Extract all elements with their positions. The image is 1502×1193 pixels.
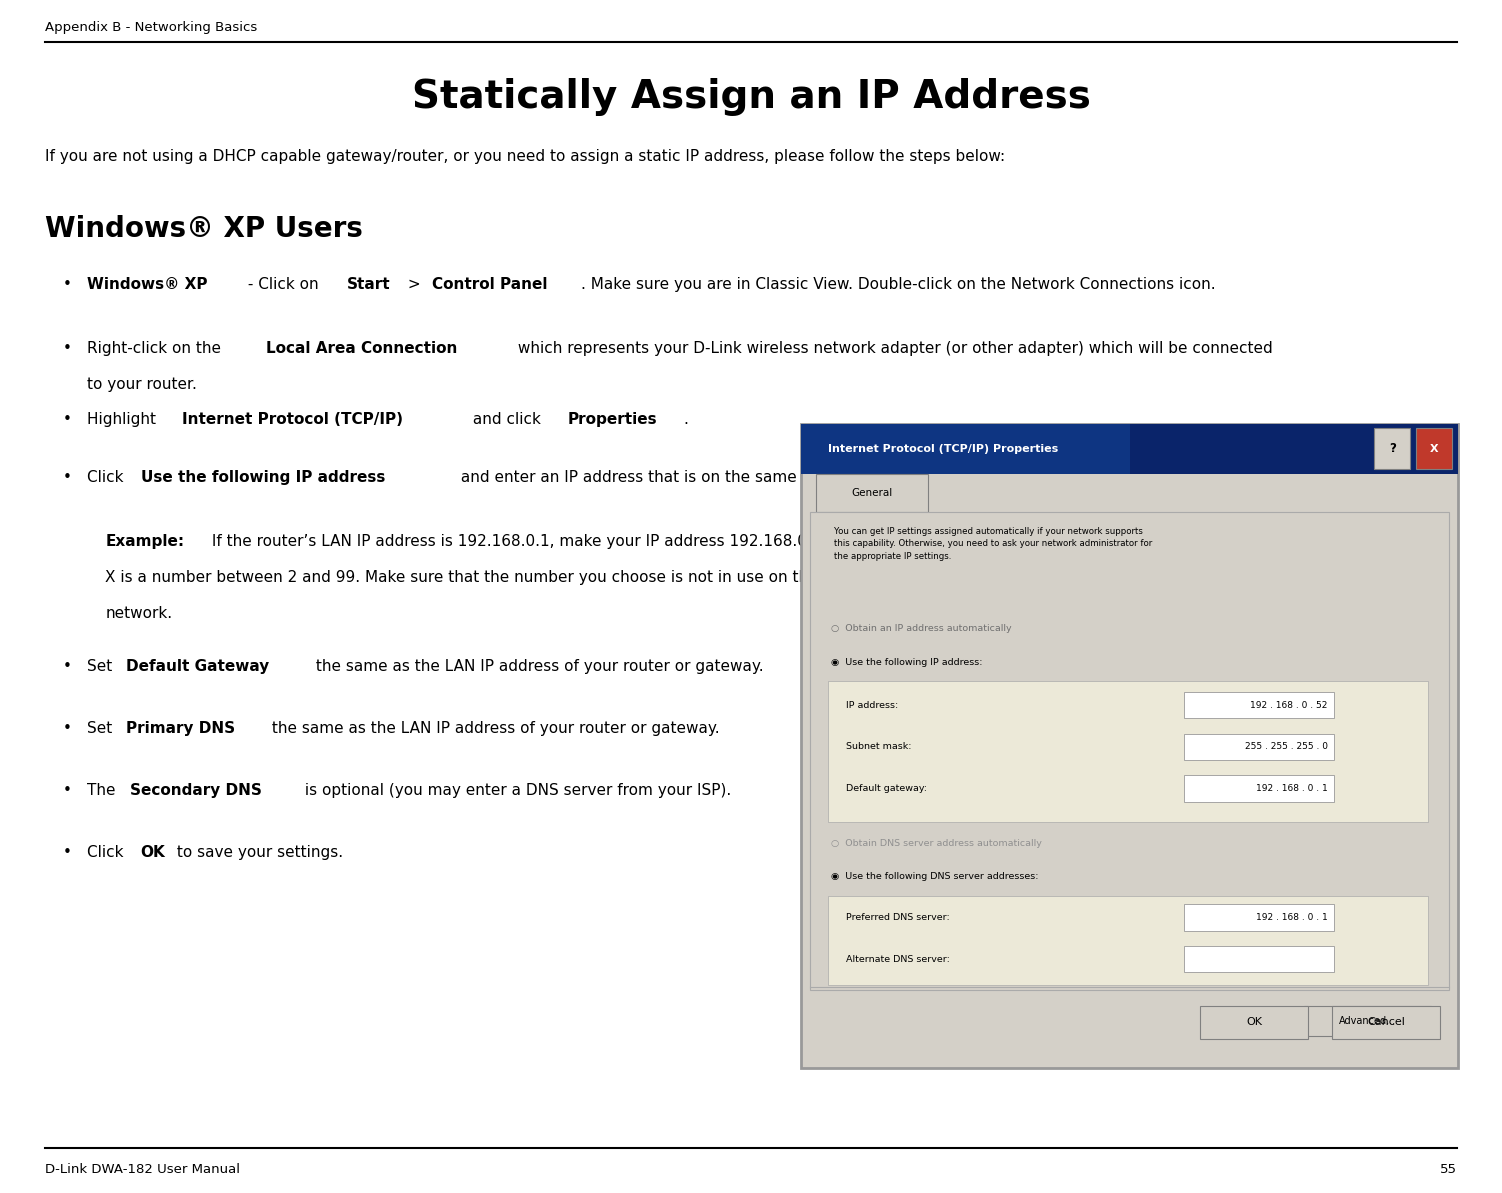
Text: the same as the LAN IP address of your router or gateway.: the same as the LAN IP address of your r… [267,721,719,736]
Text: Cancel: Cancel [1367,1018,1406,1027]
Text: •: • [63,721,72,736]
Text: If you are not using a DHCP capable gateway/router, or you need to assign a stat: If you are not using a DHCP capable gate… [45,149,1005,165]
Bar [1416,428,1452,469]
Text: •: • [63,845,72,860]
Bar [828,681,1428,822]
Text: OK: OK [1247,1018,1262,1027]
Text: network.: network. [105,606,173,622]
Text: Click: Click [87,845,129,860]
Text: Windows® XP Users: Windows® XP Users [45,215,363,242]
Text: ○  Obtain an IP address automatically: ○ Obtain an IP address automatically [831,624,1011,633]
Text: Preferred DNS server:: Preferred DNS server: [846,913,949,922]
Text: Internet Protocol (TCP/IP) Properties: Internet Protocol (TCP/IP) Properties [828,444,1057,453]
Text: •: • [63,470,72,486]
Text: to your router.: to your router. [87,377,197,392]
Bar [801,424,1130,474]
Text: - Click on: - Click on [243,277,323,292]
Bar [1184,692,1334,718]
Text: Default gateway:: Default gateway: [846,784,927,793]
Text: Properties: Properties [568,412,658,427]
Text: Windows® XP: Windows® XP [87,277,207,292]
Text: 192 . 168 . 0 . 1: 192 . 168 . 0 . 1 [1256,784,1328,793]
Text: Set: Set [87,659,117,674]
Text: which represents your D-Link wireless network adapter (or other adapter) which w: which represents your D-Link wireless ne… [514,341,1274,357]
Text: Subnet mask:: Subnet mask: [846,742,912,752]
Text: Internet Protocol (TCP/IP): Internet Protocol (TCP/IP) [182,412,404,427]
Text: 192 . 168 . 0 . 1: 192 . 168 . 0 . 1 [1256,913,1328,922]
Text: ○  Obtain DNS server address automatically: ○ Obtain DNS server address automaticall… [831,839,1041,848]
Text: OK: OK [141,845,165,860]
Text: IP address:: IP address: [846,700,898,710]
Text: Advanced...: Advanced... [1338,1016,1397,1026]
Text: •: • [63,783,72,798]
Text: ?: ? [1389,443,1395,455]
Text: ◉  Use the following IP address:: ◉ Use the following IP address: [831,657,982,667]
Text: Click: Click [87,470,129,486]
Text: Set: Set [87,721,117,736]
Text: You can get IP settings assigned automatically if your network supports
this cap: You can get IP settings assigned automat… [834,527,1152,561]
Bar [828,896,1428,985]
Text: D-Link DWA-182 User Manual: D-Link DWA-182 User Manual [45,1163,240,1176]
Text: Appendix B - Networking Basics: Appendix B - Networking Basics [45,21,257,35]
Bar [1200,1006,1308,1039]
Text: Secondary DNS: Secondary DNS [131,783,261,798]
Text: .: . [683,412,688,427]
Text: Example:: Example: [105,534,185,550]
Bar [1304,1007,1431,1037]
Text: X: X [1430,444,1439,453]
Text: >: > [403,277,425,292]
Text: Default Gateway: Default Gateway [126,659,269,674]
Text: Start: Start [347,277,391,292]
Text: Statically Assign an IP Address: Statically Assign an IP Address [412,78,1090,116]
Bar [1184,904,1334,931]
Text: If the router’s LAN IP address is 192.168.0.1, make your IP address 192.168.0.X : If the router’s LAN IP address is 192.16… [207,534,874,550]
Text: The: The [87,783,120,798]
Text: is optional (you may enter a DNS server from your ISP).: is optional (you may enter a DNS server … [300,783,731,798]
Text: Right-click on the: Right-click on the [87,341,225,357]
Text: . Make sure you are in Classic View. Double-click on the Network Connections ico: . Make sure you are in Classic View. Dou… [581,277,1215,292]
Text: 255 . 255 . 255 . 0: 255 . 255 . 255 . 0 [1245,742,1328,752]
Text: Control Panel: Control Panel [431,277,547,292]
Text: and click: and click [467,412,545,427]
Bar [801,424,1458,1068]
Bar [1184,734,1334,760]
Bar [1184,946,1334,972]
Text: Use the following IP address: Use the following IP address [141,470,385,486]
Bar [1374,428,1410,469]
Text: •: • [63,412,72,427]
Text: X is a number between 2 and 99. Make sure that the number you choose is not in u: X is a number between 2 and 99. Make sur… [105,570,817,586]
Bar [816,474,928,512]
Text: 55: 55 [1440,1163,1457,1176]
Text: and enter an IP address that is on the same subnet as your network or LAN IP add: and enter an IP address that is on the s… [455,470,1241,486]
Text: the same as the LAN IP address of your router or gateway.: the same as the LAN IP address of your r… [311,659,763,674]
Text: to save your settings.: to save your settings. [173,845,344,860]
Text: ◉  Use the following DNS server addresses:: ◉ Use the following DNS server addresses… [831,872,1038,882]
Text: Local Area Connection: Local Area Connection [266,341,458,357]
Bar [1332,1006,1440,1039]
Bar [810,512,1449,990]
Bar [801,424,1458,474]
Text: Highlight: Highlight [87,412,161,427]
Text: 192 . 168 . 0 . 52: 192 . 168 . 0 . 52 [1250,700,1328,710]
Text: •: • [63,277,72,292]
Bar [1184,775,1334,802]
Text: •: • [63,341,72,357]
Text: General: General [852,488,892,497]
Text: Primary DNS: Primary DNS [126,721,236,736]
Text: Alternate DNS server:: Alternate DNS server: [846,954,949,964]
Text: •: • [63,659,72,674]
